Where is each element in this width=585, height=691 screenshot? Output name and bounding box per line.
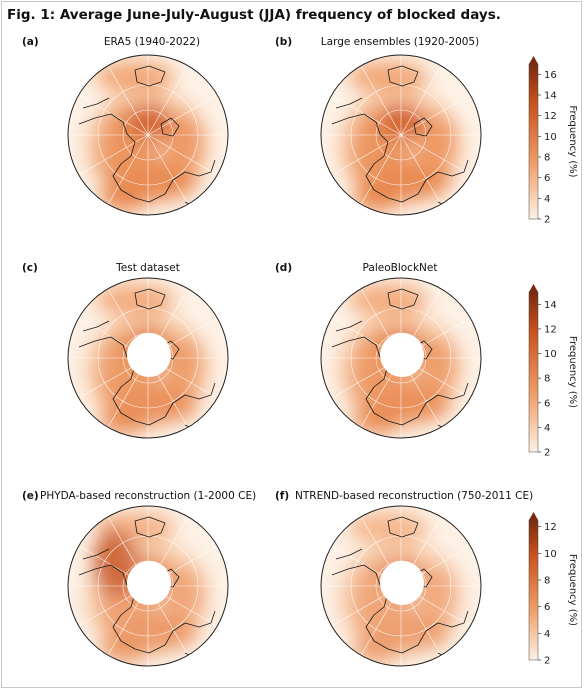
colorbar-extend-arrow [529, 56, 538, 64]
colorbar-middle: 2 4 6 8 10 12 14 Frequency (%) [528, 284, 578, 459]
colorbar-tick-label: 6 [544, 173, 550, 184]
panel-e-title: PHYDA-based reconstruction (1-2000 CE) [40, 490, 257, 502]
colorbar-tick-label: 2 [544, 448, 550, 459]
map-border [67, 505, 229, 667]
colorbar-extend-arrow [529, 284, 538, 292]
map-border [67, 277, 229, 439]
panel-d-map [320, 277, 482, 439]
colorbar-extend-arrow [529, 512, 538, 520]
colorbar-tick-label: 16 [544, 70, 557, 81]
colorbar-bottom: 2 4 6 8 10 12 Frequency (%) [528, 512, 578, 667]
colorbar-tick-label: 4 [544, 194, 550, 205]
panel-c-letter: (c) [22, 262, 38, 274]
colorbar-tick-label: 10 [544, 349, 557, 360]
panel-f-map [320, 505, 482, 667]
panel-b-title: Large ensembles (1920-2005) [320, 36, 480, 48]
colorbar-tick-label: 2 [544, 215, 550, 226]
colorbar-tick-label: 6 [544, 602, 550, 613]
map-border [67, 54, 229, 216]
panel-a-map [67, 54, 229, 216]
panel-a-letter: (a) [22, 36, 39, 48]
map-border [320, 54, 482, 216]
colorbar-tick-label: 12 [544, 522, 557, 533]
colorbar-tick-label: 2 [544, 656, 550, 667]
panel-d-letter: (d) [275, 262, 293, 274]
panel-b-map [320, 54, 482, 216]
colorbar-gradient [528, 519, 539, 661]
colorbar-tick-label: 12 [544, 111, 557, 122]
polar-mask [380, 333, 424, 377]
colorbar-tick-label: 14 [544, 300, 557, 311]
map-border [320, 277, 482, 439]
colorbar-tick-label: 12 [544, 324, 557, 335]
panel-f-letter: (f) [275, 490, 290, 502]
panel-f-title: NTREND-based reconstruction (750-2011 CE… [295, 490, 534, 502]
panel-c-map [67, 277, 229, 439]
polar-mask [127, 333, 171, 377]
panel-b-letter: (b) [275, 36, 293, 48]
colorbar-tick-label: 8 [544, 374, 550, 385]
colorbar-tick-label: 6 [544, 398, 550, 409]
colorbar-label: Frequency (%) [567, 554, 578, 626]
colorbar-gradient [528, 291, 539, 453]
panel-c-title: Test dataset [116, 262, 180, 274]
colorbar-tick-label: 10 [544, 132, 557, 143]
colorbar-gradient [528, 63, 539, 220]
colorbar-tick-label: 10 [544, 549, 557, 560]
polar-mask [127, 561, 171, 605]
colorbar-tick-label: 8 [544, 153, 550, 164]
colorbar-top: 2 4 6 8 10 12 14 16 Frequency (%) [528, 56, 578, 226]
panel-d-title: PaleoBlockNet [362, 262, 438, 274]
panel-a-title: ERA5 (1940-2022) [103, 36, 201, 48]
figure-title: Fig. 1: Average June-July-August (JJA) f… [7, 7, 501, 23]
colorbar-tick-label: 4 [544, 629, 550, 640]
colorbar-tick-label: 14 [544, 91, 557, 102]
polar-mask [380, 561, 424, 605]
panel-e-map [67, 505, 229, 667]
colorbar-label: Frequency (%) [567, 336, 578, 408]
panel-e-letter: (e) [22, 490, 39, 502]
colorbar-label: Frequency (%) [567, 105, 578, 177]
colorbar-tick-label: 4 [544, 423, 550, 434]
colorbar-tick-label: 8 [544, 576, 550, 587]
map-border [320, 505, 482, 667]
